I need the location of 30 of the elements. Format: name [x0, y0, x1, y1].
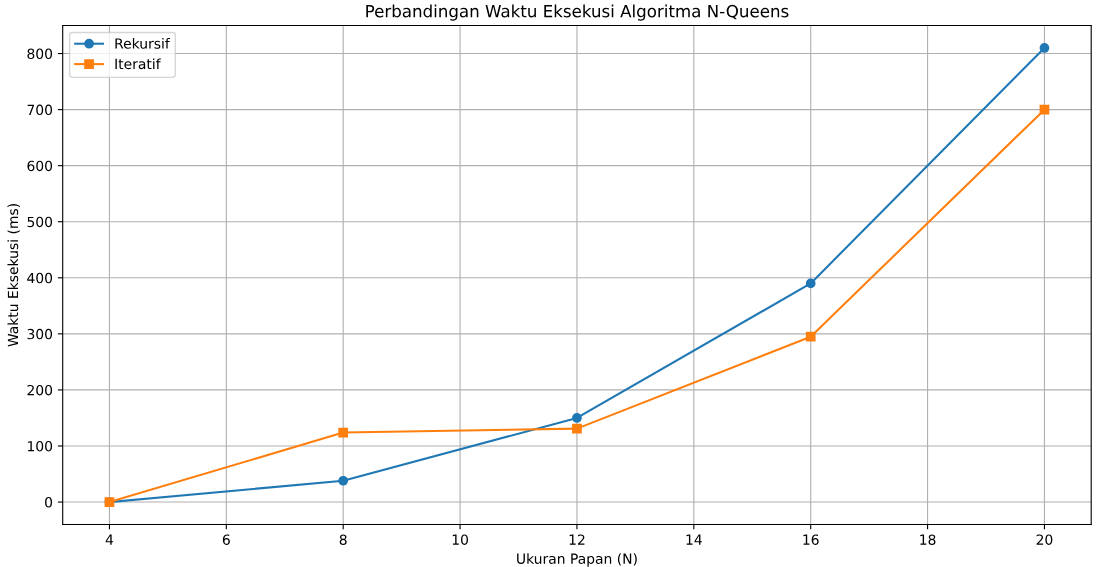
x-tick-label: 8 [339, 534, 347, 545]
x-tick-label: 16 [803, 534, 819, 545]
y-tick-label: 100 [27, 440, 53, 452]
x-tick-label: 6 [222, 534, 230, 545]
y-tick-label: 200 [27, 384, 53, 396]
y-tick-label: 500 [27, 216, 53, 228]
legend-label: Rekursif [115, 38, 171, 49]
y-tick-label: 600 [27, 160, 53, 172]
x-tick-label: 20 [1036, 534, 1053, 545]
legend-label: Iteratif [115, 58, 161, 70]
point [572, 423, 582, 434]
chart-title: Perbandingan Waktu Eksekusi Algoritma N-Queens [366, 4, 789, 21]
y-axis-title: Waktu Eksekusi (ms) [7, 204, 20, 347]
point [805, 278, 816, 289]
point [805, 331, 816, 342]
y-tick-label: 800 [27, 48, 53, 60]
y-tick-label: 400 [27, 272, 53, 284]
x-tick-label: 12 [569, 534, 585, 545]
x-tick-label: 10 [452, 534, 468, 545]
y-tick-label: 700 [27, 104, 53, 116]
point [1039, 43, 1050, 53]
x-tick-label: 14 [686, 534, 702, 545]
point [338, 475, 349, 486]
y-tick-label: 0 [45, 497, 53, 508]
y-tick-label: 300 [27, 328, 53, 340]
x-axis-title: Ukuran Papan (N) [517, 553, 637, 567]
x-tick-label: 4 [105, 534, 114, 545]
x-tick-label: 18 [920, 534, 936, 545]
point [338, 427, 349, 438]
point [572, 413, 582, 423]
